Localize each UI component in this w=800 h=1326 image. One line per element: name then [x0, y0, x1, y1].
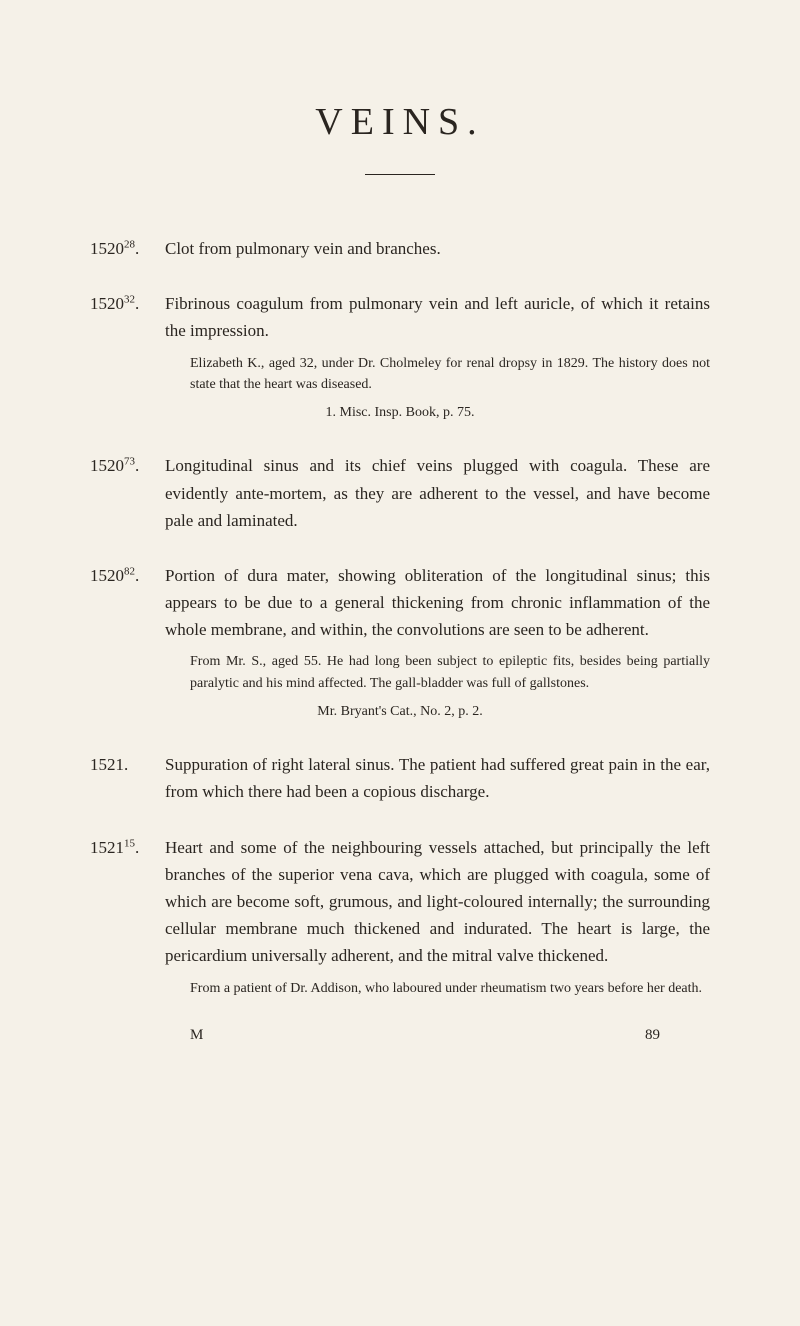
entry-number: 152028.	[90, 235, 165, 262]
footer-left: M	[190, 1027, 203, 1044]
entry-note-reference: Mr. Bryant's Cat., No. 2, p. 2.	[90, 701, 710, 723]
entry-body: Heart and some of the neighbouring vesse…	[165, 834, 710, 970]
entry-number: 1521.	[90, 751, 165, 778]
entry-body: Suppuration of right lateral sinus. The …	[165, 751, 710, 805]
entry-superscript: 15	[124, 837, 135, 849]
entry: 152082.Portion of dura mater, showing ob…	[90, 562, 710, 723]
entry-row: 152032.Fibrinous coagulum from pulmonary…	[90, 290, 710, 344]
entry-note: From a patient of Dr. Addison, who labou…	[190, 978, 710, 1000]
entry: 152028.Clot from pulmonary vein and bran…	[90, 235, 710, 262]
entry-note: From Mr. S., aged 55. He had long been s…	[190, 651, 710, 694]
entry: 152073.Longitudinal sinus and its chief …	[90, 452, 710, 534]
entry-number: 152032.	[90, 290, 165, 317]
title-divider	[365, 174, 435, 175]
entry-body: Clot from pulmonary vein and branches.	[165, 235, 710, 262]
entry-number: 152115.	[90, 834, 165, 861]
entry-superscript: 73	[124, 456, 135, 468]
entry: 152032.Fibrinous coagulum from pulmonary…	[90, 290, 710, 424]
entry-superscript: 82	[124, 565, 135, 577]
entry-row: 1521.Suppuration of right lateral sinus.…	[90, 751, 710, 805]
entry-note-reference: 1. Misc. Insp. Book, p. 75.	[90, 402, 710, 424]
entry-number: 152073.	[90, 452, 165, 479]
entry-row: 152082.Portion of dura mater, showing ob…	[90, 562, 710, 644]
entry-row: 152115.Heart and some of the neighbourin…	[90, 834, 710, 970]
page-title: VEINS.	[90, 100, 710, 144]
entry-row: 152028.Clot from pulmonary vein and bran…	[90, 235, 710, 262]
entries-container: 152028.Clot from pulmonary vein and bran…	[90, 235, 710, 999]
entry: 1521.Suppuration of right lateral sinus.…	[90, 751, 710, 805]
entry: 152115.Heart and some of the neighbourin…	[90, 834, 710, 1000]
footer-right: 89	[645, 1027, 660, 1044]
entry-superscript: 32	[124, 294, 135, 306]
entry-superscript: 28	[124, 238, 135, 250]
entry-body: Longitudinal sinus and its chief veins p…	[165, 452, 710, 534]
entry-body: Fibrinous coagulum from pulmonary vein a…	[165, 290, 710, 344]
entry-row: 152073.Longitudinal sinus and its chief …	[90, 452, 710, 534]
entry-note: Elizabeth K., aged 32, under Dr. Cholmel…	[190, 353, 710, 396]
page-footer: M 89	[90, 1027, 710, 1044]
entry-number: 152082.	[90, 562, 165, 589]
entry-body: Portion of dura mater, showing obliterat…	[165, 562, 710, 644]
